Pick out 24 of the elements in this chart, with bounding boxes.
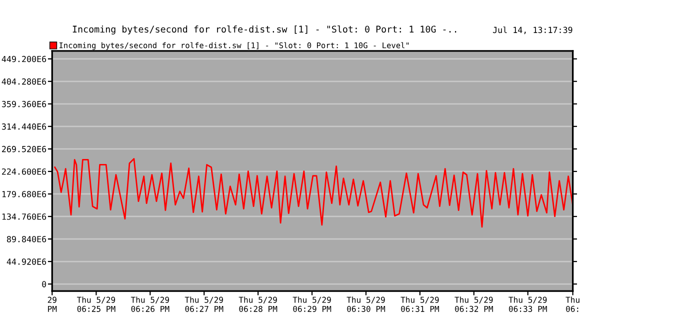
x-tick-label: Thu 5/29 06:31 PM — [400, 296, 439, 312]
y-tick-label: 269.520E6 — [2, 146, 46, 152]
y-tick-label: 404.280E6 — [2, 78, 46, 85]
y-tick-label: 44.920E6 — [6, 258, 46, 265]
x-tick-label: Thu 5/29 06:26 PM — [130, 296, 170, 312]
x-tick-label: Thu 5/29 06:33 PM — [508, 296, 547, 312]
x-tick-label: Thu 5/29 06:30 PM — [346, 296, 386, 312]
x-tick-label: Thu 5/29 06:29 PM — [292, 296, 332, 312]
y-tick-label: 359.360E6 — [2, 100, 46, 108]
y-tick-label: 179.680E6 — [2, 190, 46, 198]
text: Jul 14, 13:17:39 — [492, 26, 572, 34]
y-tick-label: 134.760E6 — [2, 213, 46, 220]
y-tick-label: 224.600E6 — [2, 168, 46, 175]
chart-title: Incoming bytes/second for rolfe-dist.sw [1] - "Slot: 0 Port: 1 10G -.. — [72, 25, 456, 34]
x-tick-label: Thu 5/29 06:27 PM — [184, 296, 224, 312]
y-tick-label: 0 — [42, 281, 46, 288]
x-tick-label: Thu 06: — [566, 296, 580, 312]
x-tick-label: 29 PM — [48, 296, 57, 312]
x-tick-label: Thu 5/29 06:25 PM — [76, 296, 116, 312]
y-tick-label: 89.840E6 — [6, 236, 46, 242]
x-tick-label: Thu 5/29 06:32 PM — [454, 296, 493, 312]
y-tick-label: 449.200E6 — [2, 56, 46, 62]
y-tick-label: 314.440E6 — [2, 123, 46, 130]
x-tick-label: Thu 5/29 06:28 PM — [238, 296, 278, 312]
